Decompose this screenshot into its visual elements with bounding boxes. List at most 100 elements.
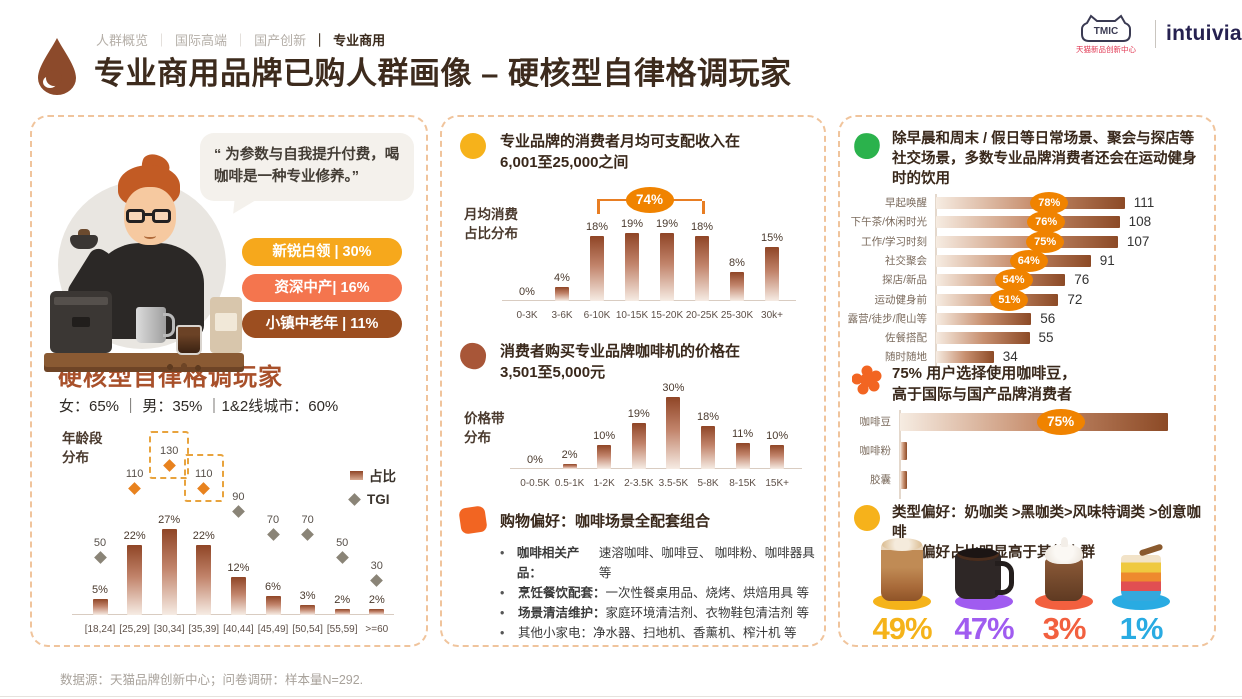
persona-illustration: [44, 139, 244, 377]
row-value: 72: [1067, 291, 1083, 307]
coffee-beans: [164, 363, 208, 371]
tgi-marker: [128, 482, 141, 495]
bar-value: 3%: [299, 590, 316, 603]
bar: [334, 608, 350, 615]
price-heading: 消费者购买专业品牌咖啡机的价格在 3,501至5,000元: [500, 343, 741, 381]
row-value: 55: [1038, 330, 1054, 346]
quote-text: “ 为参数与自我提升付费，喝咖啡是一种专业修养。”: [214, 147, 400, 185]
x-tick: 8-15K: [729, 478, 756, 489]
persona-panel: “ 为参数与自我提升付费，喝咖啡是一种专业修养。” 新锐白领 | 30% 资深中产…: [30, 115, 428, 647]
bar: [695, 236, 709, 301]
x-tick: 0-3K: [516, 310, 538, 321]
scenes-section-icon: [851, 130, 883, 162]
row-label: 早起唤醒: [885, 197, 927, 209]
row-label: 咖啡粉: [859, 445, 892, 457]
x-tick: 20-25K: [685, 310, 719, 321]
breadcrumb-item-active[interactable]: 专业商用: [333, 33, 386, 48]
x-tick: [30,34]: [153, 624, 185, 635]
bracket-arm: [597, 201, 600, 214]
bar: [900, 471, 908, 489]
bar-value: 2%: [368, 593, 385, 606]
bar-value: 0%: [519, 286, 535, 298]
bar: [765, 247, 779, 301]
percent-badge: 54%: [994, 269, 1033, 292]
bar: [770, 445, 785, 469]
tgi-value: 50: [336, 536, 349, 549]
x-tick: [40,44]: [223, 624, 254, 635]
bottom-divider: [0, 696, 1242, 697]
tgi-value: 30: [370, 559, 383, 572]
segment-badge: 新锐白领 | 30%: [242, 238, 402, 266]
shopping-heading: 购物偏好：咖啡场景全配套组合: [500, 513, 711, 530]
partner-logo: intuivia: [1166, 22, 1242, 45]
row-value: 107: [1126, 233, 1150, 249]
bar: [369, 608, 385, 615]
bar: [555, 286, 569, 301]
x-tick: >=60: [365, 624, 389, 635]
percent-badge: 75%: [1026, 230, 1065, 253]
row-value: 34: [1002, 349, 1018, 365]
segment-badge: 小镇中老年 | 11%: [242, 310, 402, 338]
bar-value: 30%: [662, 382, 685, 394]
row-label: 探店/新品: [882, 274, 927, 287]
bracket-badge: 74%: [625, 187, 674, 213]
legend-label: 占比: [369, 469, 396, 484]
x-tick: 25-30K: [720, 310, 754, 321]
breadcrumb-item[interactable]: 国际高端: [175, 33, 228, 48]
bullet-desc: 一次性餐桌用品、烧烤、烘焙用具 等: [605, 586, 809, 600]
segment-badge: 资深中产| 16%: [242, 274, 402, 302]
breadcrumb-item[interactable]: 国产创新: [254, 33, 307, 48]
bar: [735, 442, 750, 469]
shopping-bullet-list: • 咖啡相关产品： 速溶咖啡、咖啡豆、 咖啡粉、咖啡器具 等 • 烹饪餐饮配套： 一次性餐…: [500, 543, 816, 643]
row-value: 56: [1040, 310, 1056, 326]
bar: [562, 464, 577, 469]
bullet-desc: 家庭环境清洁剂、衣物鞋包清洁剂 等: [605, 606, 809, 620]
age-chart-legend: 占比 TGI: [348, 463, 396, 511]
coffee-bag: [210, 297, 242, 353]
drinking-scenes-chart: 早起唤醒 111 78% 下午茶/休闲时光 108 76% 工作/学习时刻 107 75% 社交聚…: [840, 189, 1218, 374]
row-label: 佐餐搭配: [885, 332, 927, 345]
income-heading: 专业品牌的消费者月均可支配收入在 6,001至25,000之间: [500, 133, 741, 171]
legend-row: 占比: [350, 463, 396, 487]
coffee-type-black: 47%: [942, 541, 1026, 649]
person-smile: [144, 233, 156, 239]
bean-section-icon: [851, 365, 882, 395]
persona-stats: 女：65% ｜ 男：35% ｜1&2线城市：60%: [59, 398, 339, 415]
row-label: 下午茶/休闲时光: [850, 216, 927, 229]
types-section-icon: [854, 505, 880, 531]
bullet-item: • 其他小家电： 净水器、扫地机、香薰机、榨汁机 等: [500, 623, 816, 643]
bar: [900, 442, 908, 460]
tmic-logo-text: TMIC: [1094, 26, 1118, 37]
bullet-term: 场景清洁维护：: [518, 606, 606, 620]
latte-cup-icon: [881, 538, 923, 601]
x-tick: [50,54]: [292, 624, 323, 635]
percent-badge: 76%: [1027, 211, 1066, 234]
monthly-spend-chart: 0% 0-3K 4% 3-6K 18% 6-10K 19% 10-15K 19% 15-20K 18…: [442, 177, 828, 325]
x-tick: [55,59]: [326, 624, 358, 635]
bar-value: 19%: [655, 217, 679, 230]
y-axis: [899, 410, 901, 499]
bullet-item: • 场景清洁维护： 家庭环境清洁剂、衣物鞋包清洁剂 等: [500, 603, 816, 623]
row-value: 108: [1128, 214, 1152, 230]
tgi-value: 130: [160, 444, 179, 457]
bar-legend-swatch: [350, 470, 363, 480]
bar-value: 18%: [696, 410, 720, 423]
coffee-type-creative: 1%: [1099, 541, 1183, 649]
coffee-type-flavored: 3%: [1022, 537, 1106, 649]
x-tick: 10-15K: [615, 310, 649, 321]
bar: [936, 312, 1032, 325]
bar: [300, 605, 316, 615]
bar: [900, 413, 1168, 431]
income-section-icon: [460, 133, 486, 159]
breadcrumb-item[interactable]: 人群概览: [96, 33, 149, 48]
coffee-type-value: 1%: [1119, 611, 1164, 646]
bar: [631, 423, 646, 469]
percent-badge: 64%: [1009, 249, 1048, 272]
tgi-marker: [301, 528, 314, 541]
bar: [265, 595, 281, 615]
scenes-panel: 除早晨和周末 / 假日等日常场景、聚会与探店等社交场景，多数专业品牌消费者还会在…: [838, 115, 1216, 647]
tgi-value: 70: [266, 513, 280, 526]
legend-row: TGI: [348, 487, 396, 511]
bar: [936, 351, 994, 364]
x-tick: 2-3.5K: [624, 478, 654, 489]
